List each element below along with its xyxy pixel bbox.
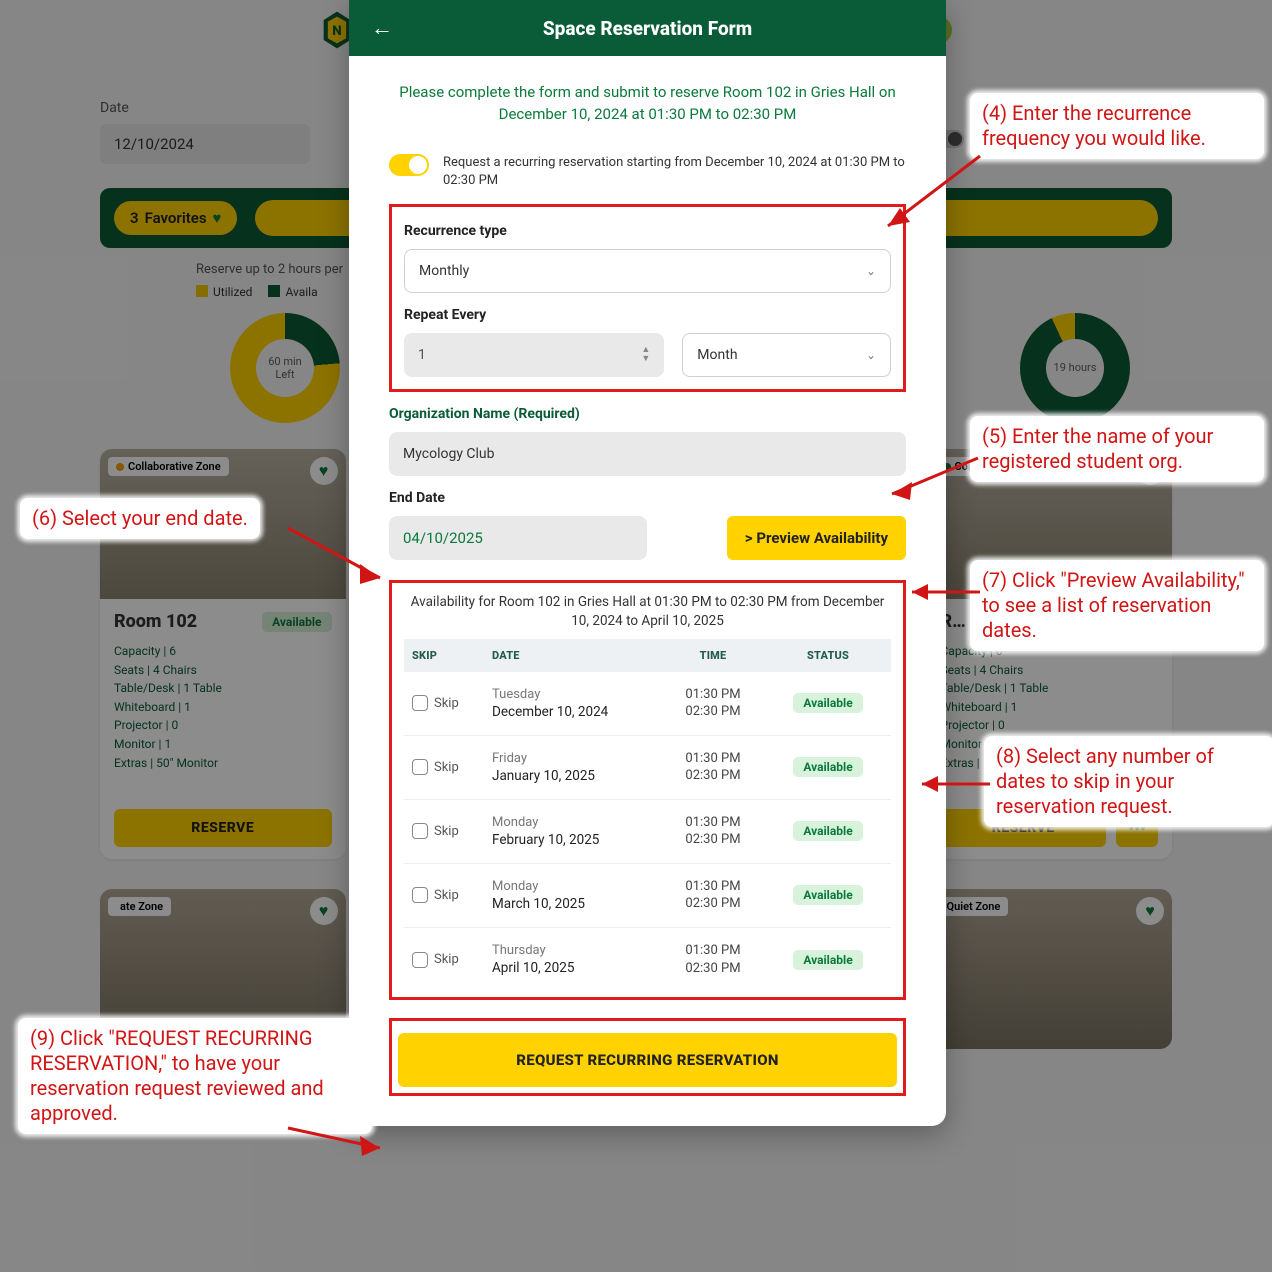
time-cell: 01:30 PM 02:30 PM <box>653 942 773 977</box>
modal-header: ← Space Reservation Form <box>349 0 946 56</box>
repeat-count-value: 1 <box>418 347 426 363</box>
availability-section: Availability for Room 102 in Gries Hall … <box>389 580 906 1000</box>
repeat-every-label: Repeat Every <box>404 307 891 323</box>
status-cell: Available <box>773 757 883 777</box>
availability-row: SkipMondayFebruary 10, 202501:30 PM 02:3… <box>404 799 891 863</box>
preview-availability-button[interactable]: > Preview Availability <box>727 516 906 560</box>
skip-checkbox[interactable]: Skip <box>412 952 492 968</box>
request-section: REQUEST RECURRING RESERVATION <box>389 1018 906 1096</box>
annotation-8: (8) Select any number of dates to skip i… <box>986 738 1272 825</box>
modal-title: Space Reservation Form <box>371 17 924 40</box>
org-name-label: Organization Name (Required) <box>389 406 906 422</box>
col-skip: SKIP <box>412 649 492 662</box>
annotation-5: (5) Enter the name of your registered st… <box>972 418 1262 480</box>
skip-checkbox[interactable]: Skip <box>412 823 492 839</box>
request-recurring-button[interactable]: REQUEST RECURRING RESERVATION <box>398 1033 897 1087</box>
org-name-input[interactable]: Mycology Club <box>389 432 906 476</box>
availability-row: SkipTuesdayDecember 10, 202401:30 PM 02:… <box>404 672 891 735</box>
availability-row: SkipFridayJanuary 10, 202501:30 PM 02:30… <box>404 735 891 799</box>
recurrence-type-value: Monthly <box>419 263 469 279</box>
col-date: DATE <box>492 649 653 662</box>
time-cell: 01:30 PM 02:30 PM <box>653 750 773 785</box>
repeat-unit-select[interactable]: Month ⌄ <box>682 333 891 377</box>
status-cell: Available <box>773 950 883 970</box>
col-time: TIME <box>653 649 773 662</box>
annotation-4: (4) Enter the recurrence frequency you w… <box>972 95 1262 157</box>
availability-row: SkipMondayMarch 10, 202501:30 PM 02:30 P… <box>404 863 891 927</box>
repeat-unit-value: Month <box>697 347 737 363</box>
skip-checkbox[interactable]: Skip <box>412 887 492 903</box>
annotation-6: (6) Select your end date. <box>22 500 258 537</box>
recurrence-type-select[interactable]: Monthly ⌄ <box>404 249 891 293</box>
date-cell: MondayMarch 10, 2025 <box>492 879 653 912</box>
modal-intro: Please complete the form and submit to r… <box>389 82 906 126</box>
date-cell: FridayJanuary 10, 2025 <box>492 751 653 784</box>
repeat-count-input[interactable]: 1 ▲▼ <box>404 333 664 377</box>
availability-row: SkipThursdayApril 10, 202501:30 PM 02:30… <box>404 927 891 991</box>
status-cell: Available <box>773 693 883 713</box>
annotation-9: (9) Click "REQUEST RECURRING RESERVATION… <box>20 1020 370 1132</box>
time-cell: 01:30 PM 02:30 PM <box>653 814 773 849</box>
annotation-7: (7) Click "Preview Availability," to see… <box>972 562 1262 649</box>
availability-title: Availability for Room 102 in Gries Hall … <box>404 593 891 631</box>
chevron-down-icon: ⌄ <box>866 348 876 362</box>
end-date-label: End Date <box>389 490 906 506</box>
end-date-input[interactable]: 04/10/2025 <box>389 516 647 560</box>
recurrence-section: Recurrence type Monthly ⌄ Repeat Every 1… <box>389 204 906 392</box>
skip-checkbox[interactable]: Skip <box>412 695 492 711</box>
stepper-icon[interactable]: ▲▼ <box>641 346 650 364</box>
skip-checkbox[interactable]: Skip <box>412 759 492 775</box>
time-cell: 01:30 PM 02:30 PM <box>653 878 773 913</box>
date-cell: TuesdayDecember 10, 2024 <box>492 687 653 720</box>
time-cell: 01:30 PM 02:30 PM <box>653 686 773 721</box>
recurrence-type-label: Recurrence type <box>404 223 891 239</box>
recurring-toggle-text: Request a recurring reservation starting… <box>443 154 906 190</box>
status-cell: Available <box>773 821 883 841</box>
availability-header: SKIP DATE TIME STATUS <box>404 639 891 672</box>
date-cell: ThursdayApril 10, 2025 <box>492 943 653 976</box>
reservation-modal: ← Space Reservation Form Please complete… <box>349 0 946 1126</box>
col-status: STATUS <box>773 649 883 662</box>
chevron-down-icon: ⌄ <box>866 264 876 278</box>
status-cell: Available <box>773 885 883 905</box>
recurring-toggle[interactable] <box>389 154 429 176</box>
date-cell: MondayFebruary 10, 2025 <box>492 815 653 848</box>
